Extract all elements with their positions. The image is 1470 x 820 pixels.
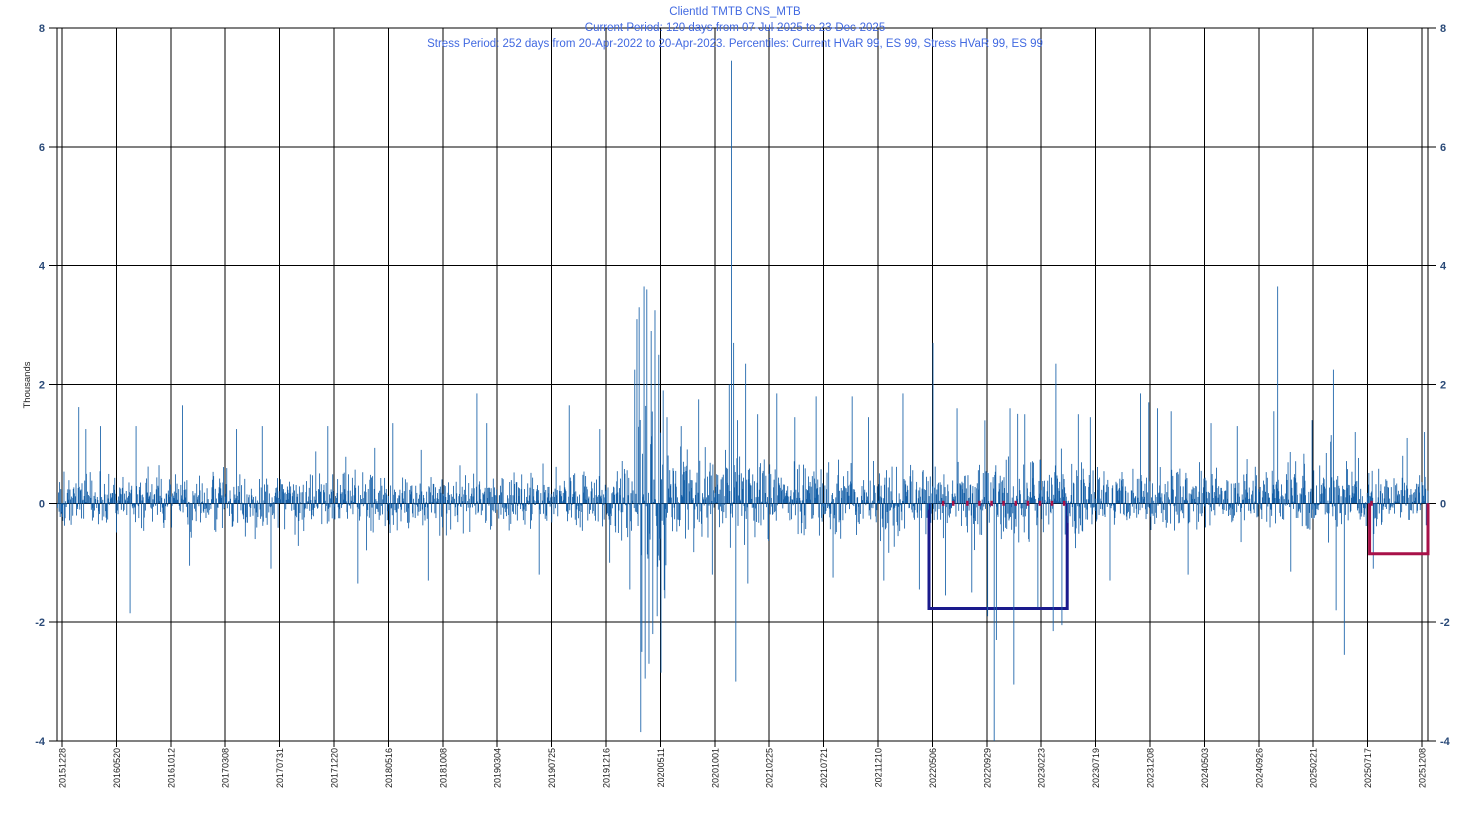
svg-text:20250717: 20250717 — [1363, 748, 1373, 788]
svg-text:20210721: 20210721 — [819, 748, 829, 788]
svg-text:20240926: 20240926 — [1254, 748, 1264, 788]
svg-text:20240503: 20240503 — [1200, 748, 1210, 788]
y-axis-labels-right: 8 6 4 2 0 -2 -4 — [1440, 23, 1451, 748]
svg-text:20251208: 20251208 — [1418, 748, 1428, 788]
svg-text:20180516: 20180516 — [384, 748, 394, 788]
x-axis-labels: 20151228 20160520 20161012 20170308 20170731… — [58, 748, 1428, 788]
svg-text:-2: -2 — [35, 617, 45, 629]
svg-text:2: 2 — [1440, 380, 1446, 392]
svg-text:2: 2 — [39, 380, 45, 392]
zero-line-marks — [941, 500, 1373, 506]
svg-text:20171220: 20171220 — [330, 748, 340, 788]
svg-text:0: 0 — [1440, 498, 1446, 510]
svg-text:-4: -4 — [35, 736, 46, 748]
chart-title-line-3: Stress Period: 252 days from 20-Apr-2022… — [427, 38, 1043, 50]
svg-text:20190304: 20190304 — [493, 748, 503, 788]
svg-text:8: 8 — [1440, 23, 1446, 35]
svg-text:20170731: 20170731 — [275, 748, 285, 788]
y-axis-labels-left: 8 6 4 2 0 -2 -4 — [35, 23, 46, 748]
svg-text:20200511: 20200511 — [656, 748, 666, 787]
svg-text:20210225: 20210225 — [765, 748, 775, 788]
current-period-bracket — [1368, 503, 1430, 556]
svg-text:20160520: 20160520 — [112, 748, 122, 788]
svg-text:20220506: 20220506 — [928, 748, 938, 788]
svg-text:20231208: 20231208 — [1146, 748, 1156, 788]
gridlines — [49, 27, 1436, 747]
svg-text:20230223: 20230223 — [1037, 748, 1047, 788]
svg-text:20220929: 20220929 — [982, 748, 992, 788]
svg-text:-4: -4 — [1440, 736, 1451, 748]
svg-text:20161012: 20161012 — [166, 748, 176, 788]
stress-period-bracket — [927, 503, 1069, 610]
bars-series — [57, 60, 1429, 741]
chart-title-line-2: Current Period: 120 days from 07-Jul-202… — [584, 22, 886, 34]
svg-text:20191216: 20191216 — [602, 748, 612, 788]
svg-text:20190725: 20190725 — [547, 748, 557, 788]
svg-text:4: 4 — [39, 261, 46, 273]
svg-text:20250221: 20250221 — [1309, 748, 1319, 788]
plot-frame — [56, 27, 1429, 742]
svg-text:-2: -2 — [1440, 617, 1450, 629]
svg-text:20211210: 20211210 — [874, 748, 884, 787]
svg-text:6: 6 — [39, 142, 45, 154]
svg-text:20181008: 20181008 — [438, 748, 448, 788]
chart-title-line-1: ClientId TMTB CNS_MTB — [669, 6, 801, 18]
svg-text:8: 8 — [39, 23, 45, 35]
svg-text:20151228: 20151228 — [58, 748, 68, 788]
svg-text:20170308: 20170308 — [221, 748, 231, 788]
y-axis-title: Thousands — [22, 361, 33, 408]
svg-text:20201001: 20201001 — [710, 748, 720, 788]
svg-text:20230719: 20230719 — [1091, 748, 1101, 788]
svg-text:4: 4 — [1440, 261, 1447, 273]
svg-text:6: 6 — [1440, 142, 1446, 154]
svg-text:0: 0 — [39, 498, 45, 510]
